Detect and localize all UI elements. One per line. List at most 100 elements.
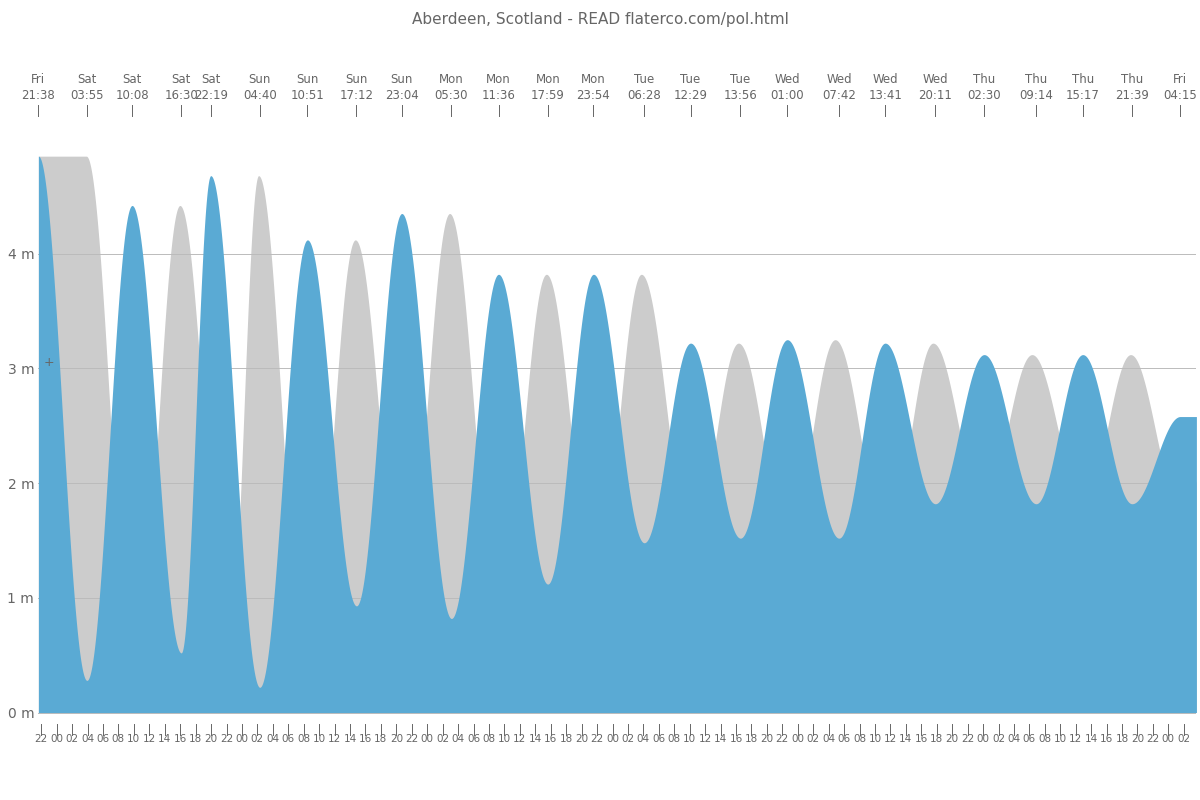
Text: Thu: Thu [1025,73,1048,86]
Text: Wed: Wed [923,73,948,86]
Text: 22: 22 [220,734,233,744]
Text: 17:12: 17:12 [340,89,373,102]
Text: Wed: Wed [826,73,852,86]
Text: 20:11: 20:11 [918,89,953,102]
Text: 22: 22 [406,734,419,744]
Text: 00: 00 [50,734,64,744]
Text: 15:17: 15:17 [1066,89,1099,102]
Text: 20: 20 [204,734,217,744]
Text: 16: 16 [1100,734,1114,744]
Text: 06: 06 [96,734,109,744]
Text: 02: 02 [806,734,820,744]
Text: 16: 16 [914,734,928,744]
Text: 06: 06 [1022,734,1036,744]
Text: 08: 08 [853,734,866,744]
Text: 04: 04 [451,734,464,744]
Text: 22: 22 [35,734,48,744]
Text: 04: 04 [822,734,835,744]
Text: 14: 14 [343,734,356,744]
Text: Wed: Wed [774,73,800,86]
Text: 08: 08 [1038,734,1051,744]
Text: 04: 04 [266,734,280,744]
Text: 02: 02 [66,734,79,744]
Text: 00: 00 [791,734,804,744]
Text: 18: 18 [1116,734,1129,744]
Text: 20: 20 [390,734,403,744]
Text: Sun: Sun [248,73,271,86]
Text: 23:04: 23:04 [385,89,419,102]
Text: 14: 14 [899,734,912,744]
Text: 08: 08 [112,734,125,744]
Text: 02: 02 [1177,734,1190,744]
Text: Tue: Tue [680,73,701,86]
Text: 22: 22 [1146,734,1159,744]
Text: Sat: Sat [202,73,221,86]
Text: 07:42: 07:42 [822,89,856,102]
Text: 03:55: 03:55 [70,89,103,102]
Text: 14: 14 [158,734,172,744]
Text: 02: 02 [622,734,635,744]
Text: 12: 12 [884,734,898,744]
Text: 02: 02 [436,734,449,744]
Text: 16:30: 16:30 [164,89,198,102]
Text: 02:30: 02:30 [967,89,1001,102]
Text: 04:40: 04:40 [242,89,277,102]
Text: 06: 06 [282,734,295,744]
Text: 06:28: 06:28 [628,89,661,102]
Text: Wed: Wed [872,73,898,86]
Text: Sat: Sat [77,73,96,86]
Text: +: + [44,356,54,369]
Text: 12: 12 [328,734,341,744]
Text: 00: 00 [235,734,248,744]
Text: 08: 08 [667,734,680,744]
Text: 22:19: 22:19 [193,89,228,102]
Text: 02: 02 [251,734,264,744]
Text: 04: 04 [1007,734,1020,744]
Text: 13:56: 13:56 [724,89,757,102]
Text: Mon: Mon [535,73,560,86]
Text: 18: 18 [745,734,758,744]
Text: 16: 16 [359,734,372,744]
Text: 08: 08 [482,734,496,744]
Text: 23:54: 23:54 [576,89,611,102]
Text: 17:59: 17:59 [530,89,565,102]
Text: 18: 18 [930,734,943,744]
Text: 10:08: 10:08 [115,89,149,102]
Text: 06: 06 [467,734,480,744]
Text: 18: 18 [190,734,203,744]
Text: Tue: Tue [731,73,750,86]
Text: 06: 06 [838,734,851,744]
Text: Mon: Mon [486,73,511,86]
Text: 10: 10 [683,734,696,744]
Text: 18: 18 [374,734,388,744]
Text: 13:41: 13:41 [868,89,902,102]
Text: 00: 00 [977,734,990,744]
Text: Sun: Sun [390,73,413,86]
Text: Mon: Mon [581,73,606,86]
Text: 22: 22 [775,734,788,744]
Text: 00: 00 [1162,734,1175,744]
Text: 14: 14 [714,734,727,744]
Text: Tue: Tue [634,73,654,86]
Text: 10:51: 10:51 [290,89,324,102]
Text: 20: 20 [761,734,774,744]
Text: 10: 10 [127,734,140,744]
Text: Aberdeen, Scotland - READ flaterco.com/pol.html: Aberdeen, Scotland - READ flaterco.com/p… [412,12,788,27]
Text: 20: 20 [1130,734,1144,744]
Text: Sun: Sun [346,73,367,86]
Text: 21:38: 21:38 [22,89,55,102]
Text: 10: 10 [312,734,325,744]
Text: Thu: Thu [973,73,995,86]
Text: Thu: Thu [1121,73,1144,86]
Text: Fri: Fri [1174,73,1187,86]
Text: 12: 12 [143,734,156,744]
Text: 04: 04 [80,734,94,744]
Text: 21:39: 21:39 [1115,89,1148,102]
Text: Sat: Sat [122,73,142,86]
Text: 00: 00 [421,734,433,744]
Text: 16: 16 [544,734,557,744]
Text: Sat: Sat [172,73,191,86]
Text: 06: 06 [653,734,665,744]
Text: Thu: Thu [1072,73,1094,86]
Text: 22: 22 [590,734,604,744]
